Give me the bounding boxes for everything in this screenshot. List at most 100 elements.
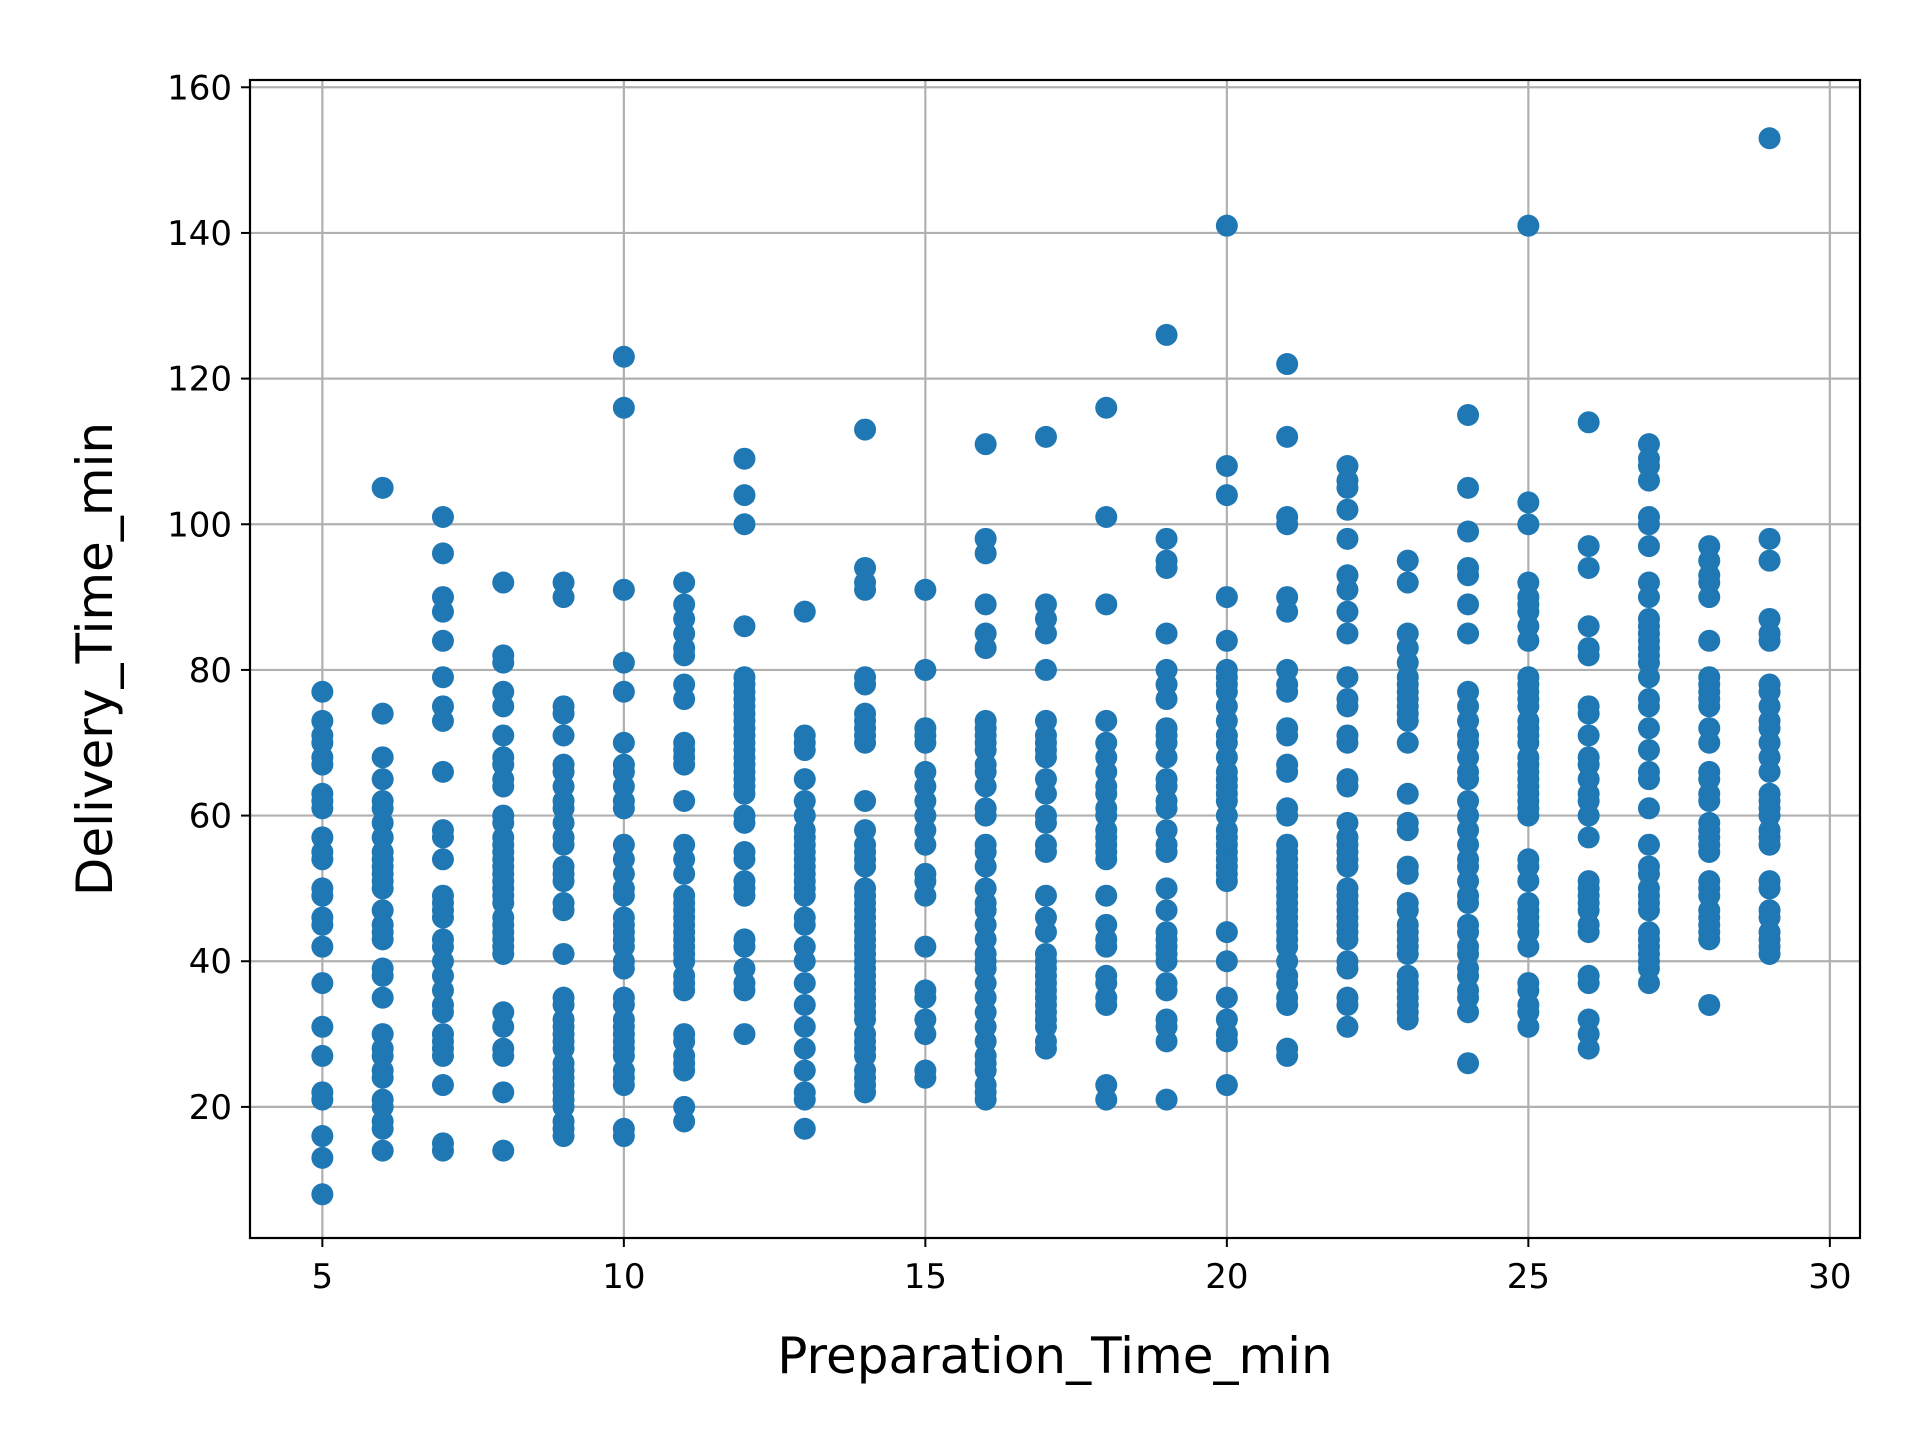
- data-point: [431, 629, 454, 652]
- data-point: [1276, 425, 1299, 448]
- data-point: [1637, 797, 1660, 820]
- data-point: [1637, 666, 1660, 689]
- data-point: [311, 1125, 334, 1148]
- data-point: [673, 571, 696, 594]
- data-point: [311, 1183, 334, 1206]
- data-point: [1637, 535, 1660, 558]
- data-point: [1637, 469, 1660, 492]
- data-point: [552, 1125, 575, 1148]
- data-point: [1637, 513, 1660, 536]
- data-point: [1698, 731, 1721, 754]
- data-point: [371, 768, 394, 791]
- data-point: [1396, 782, 1419, 805]
- data-point: [974, 542, 997, 565]
- data-point: [612, 957, 635, 980]
- data-point: [1276, 680, 1299, 703]
- data-point: [793, 913, 816, 936]
- data-point: [1034, 425, 1057, 448]
- data-point: [914, 935, 937, 958]
- data-point: [854, 673, 877, 696]
- data-point: [974, 433, 997, 456]
- data-point: [311, 884, 334, 907]
- data-point: [431, 600, 454, 623]
- data-point: [1215, 950, 1238, 973]
- data-point: [1155, 323, 1178, 346]
- data-point: [1336, 855, 1359, 878]
- data-point: [1577, 535, 1600, 558]
- data-point: [1155, 746, 1178, 769]
- data-point: [1396, 942, 1419, 965]
- data-point: [1457, 891, 1480, 914]
- data-point: [371, 964, 394, 987]
- data-point: [1758, 549, 1781, 572]
- data-point: [1637, 768, 1660, 791]
- data-point: [311, 1015, 334, 1038]
- data-point: [492, 942, 515, 965]
- data-point: [793, 1037, 816, 1060]
- y-tick-label: 60: [189, 797, 232, 837]
- x-tick-label: 25: [1507, 1257, 1550, 1297]
- data-point: [311, 913, 334, 936]
- data-point: [1095, 396, 1118, 419]
- data-point: [311, 797, 334, 820]
- data-point: [1758, 629, 1781, 652]
- x-tick-label: 20: [1205, 1257, 1248, 1297]
- data-point: [733, 1023, 756, 1046]
- data-point: [1215, 586, 1238, 609]
- data-point: [552, 833, 575, 856]
- data-point: [552, 899, 575, 922]
- data-point: [612, 731, 635, 754]
- data-point: [492, 1044, 515, 1067]
- data-point: [1155, 899, 1178, 922]
- data-point: [1577, 724, 1600, 747]
- x-tick-label: 15: [904, 1257, 947, 1297]
- data-point: [1215, 1074, 1238, 1097]
- data-point: [612, 396, 635, 419]
- data-point: [371, 986, 394, 1009]
- data-point: [1215, 1030, 1238, 1053]
- data-point: [431, 666, 454, 689]
- data-point: [974, 775, 997, 798]
- x-tick-label: 10: [602, 1257, 645, 1297]
- data-point: [854, 855, 877, 878]
- data-point: [793, 1117, 816, 1140]
- data-point: [1276, 993, 1299, 1016]
- data-point: [1095, 884, 1118, 907]
- data-point: [1577, 644, 1600, 667]
- data-point: [1698, 928, 1721, 951]
- data-point: [1637, 586, 1660, 609]
- data-point: [1034, 782, 1057, 805]
- data-point: [612, 651, 635, 674]
- x-tick-label: 5: [312, 1257, 334, 1297]
- data-point: [1577, 921, 1600, 944]
- data-point: [793, 993, 816, 1016]
- data-point: [431, 848, 454, 871]
- data-point: [1517, 214, 1540, 237]
- data-point: [1155, 877, 1178, 900]
- data-point: [1215, 629, 1238, 652]
- data-point: [1577, 702, 1600, 725]
- data-point: [1758, 833, 1781, 856]
- y-axis-label: Delivery_Time_min: [66, 422, 124, 896]
- data-point: [914, 833, 937, 856]
- data-point: [311, 848, 334, 871]
- data-point: [1637, 695, 1660, 718]
- data-point: [1457, 1001, 1480, 1024]
- data-point: [1698, 695, 1721, 718]
- data-point: [1095, 993, 1118, 1016]
- data-point: [1577, 615, 1600, 638]
- data-point: [673, 790, 696, 813]
- data-point: [1457, 404, 1480, 427]
- data-point: [1336, 666, 1359, 689]
- data-point: [1758, 127, 1781, 150]
- data-point: [1698, 586, 1721, 609]
- data-point: [1457, 593, 1480, 616]
- data-point: [612, 1074, 635, 1097]
- data-point: [371, 877, 394, 900]
- data-point: [793, 884, 816, 907]
- data-point: [1637, 972, 1660, 995]
- data-point: [492, 695, 515, 718]
- data-point: [1457, 622, 1480, 645]
- data-point: [733, 447, 756, 470]
- data-point: [311, 753, 334, 776]
